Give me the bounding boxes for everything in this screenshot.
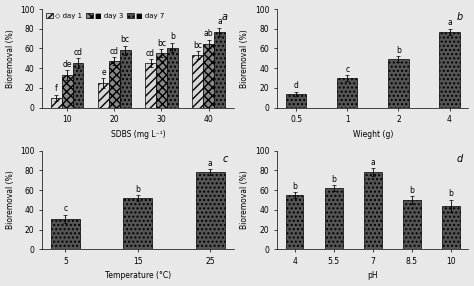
Bar xyxy=(403,200,420,249)
Text: bc: bc xyxy=(193,41,202,50)
Bar xyxy=(156,53,167,108)
Y-axis label: Bioremoval (%): Bioremoval (%) xyxy=(6,170,15,229)
Text: a: a xyxy=(208,159,213,168)
Bar xyxy=(388,59,409,108)
Text: cd: cd xyxy=(110,47,119,56)
Bar xyxy=(196,172,225,249)
Bar xyxy=(325,188,343,249)
X-axis label: Wieght (g): Wieght (g) xyxy=(353,130,393,139)
Text: bc: bc xyxy=(157,39,166,48)
Bar xyxy=(123,198,152,249)
Text: cd: cd xyxy=(73,48,82,57)
X-axis label: pH: pH xyxy=(367,271,378,281)
Text: e: e xyxy=(101,67,106,77)
Bar xyxy=(120,50,130,108)
Bar xyxy=(442,206,460,249)
Text: b: b xyxy=(292,182,297,190)
Text: c: c xyxy=(222,154,228,164)
Text: b: b xyxy=(410,186,414,194)
Y-axis label: Bioremoval (%): Bioremoval (%) xyxy=(240,29,249,88)
Text: b: b xyxy=(456,12,463,22)
Bar xyxy=(214,32,225,108)
Bar xyxy=(109,61,120,108)
Bar xyxy=(62,75,73,108)
Text: b: b xyxy=(136,184,140,194)
Text: a: a xyxy=(217,17,222,26)
Bar xyxy=(286,94,306,108)
Bar xyxy=(192,55,203,108)
Y-axis label: Bioremoval (%): Bioremoval (%) xyxy=(240,170,249,229)
Text: d: d xyxy=(456,154,463,164)
Bar xyxy=(51,219,80,249)
Text: b: b xyxy=(170,32,175,41)
Bar xyxy=(73,63,83,108)
Text: f: f xyxy=(55,84,58,93)
Bar xyxy=(286,195,303,249)
Text: bc: bc xyxy=(121,35,130,44)
Bar xyxy=(337,78,357,108)
Bar xyxy=(439,32,460,108)
Bar xyxy=(145,63,156,108)
Text: a: a xyxy=(370,158,375,167)
Text: d: d xyxy=(294,82,299,90)
Text: c: c xyxy=(64,204,67,213)
Bar xyxy=(203,43,214,108)
Text: b: b xyxy=(396,46,401,55)
Text: cd: cd xyxy=(146,49,155,58)
Bar xyxy=(167,47,178,108)
Text: b: b xyxy=(448,190,454,198)
Text: ab: ab xyxy=(204,29,213,38)
Bar xyxy=(51,98,62,108)
Text: c: c xyxy=(345,65,349,74)
Text: a: a xyxy=(447,18,452,27)
X-axis label: SDBS (mg L⁻¹): SDBS (mg L⁻¹) xyxy=(110,130,165,139)
Text: b: b xyxy=(331,175,336,184)
Text: de: de xyxy=(63,60,72,69)
X-axis label: Temperature (°C): Temperature (°C) xyxy=(105,271,171,281)
Bar xyxy=(364,172,382,249)
Y-axis label: Bioremoval (%): Bioremoval (%) xyxy=(6,29,15,88)
Bar xyxy=(98,83,109,108)
Text: a: a xyxy=(222,12,228,22)
Legend: ◇ day 1, ■ day 3, ■ day 7: ◇ day 1, ■ day 3, ■ day 7 xyxy=(46,13,165,20)
